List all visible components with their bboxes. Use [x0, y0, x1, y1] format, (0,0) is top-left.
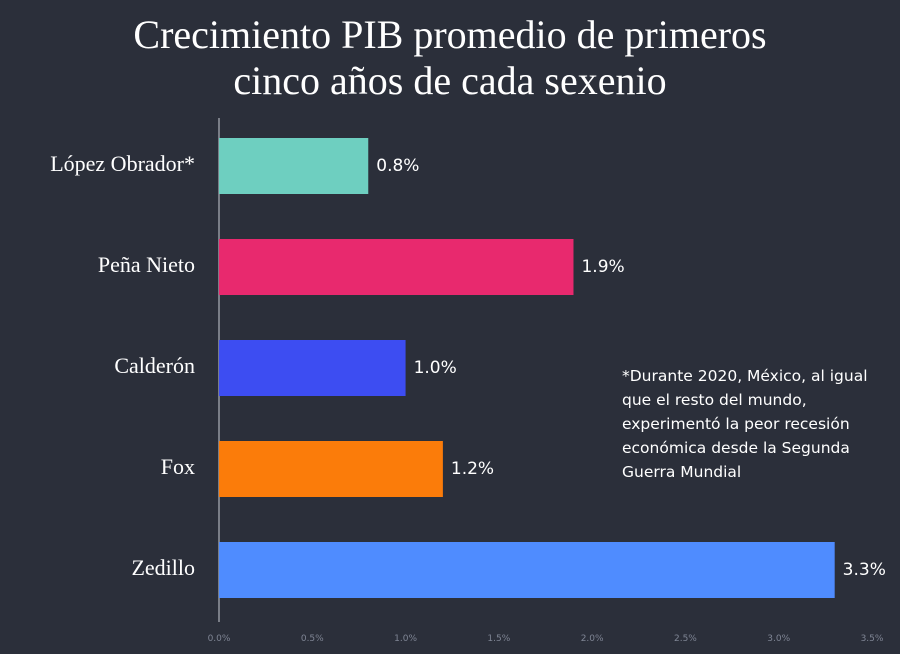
value-label-3: 1.2% [451, 459, 494, 479]
value-label-1: 1.9% [581, 257, 624, 277]
category-label-2: Calderón [114, 353, 195, 378]
x-tick-label-3: 1.5% [487, 634, 510, 644]
value-label-0: 0.8% [376, 156, 419, 176]
x-tick-label-7: 3.5% [861, 634, 884, 644]
bar-1 [219, 239, 574, 295]
chart-title: Crecimiento PIB promedio de primeros cin… [0, 12, 900, 104]
bar-3 [219, 441, 443, 497]
x-tick-label-6: 3.0% [767, 634, 790, 644]
x-tick-label-5: 2.5% [674, 634, 697, 644]
value-label-2: 1.0% [414, 358, 457, 378]
chart-title-line-1: Crecimiento PIB promedio de primeros [133, 12, 767, 57]
category-label-3: Fox [161, 454, 195, 479]
x-tick-label-4: 2.0% [581, 634, 604, 644]
bar-0 [219, 138, 369, 194]
category-label-4: Zedillo [131, 555, 195, 580]
bar-2 [219, 340, 406, 396]
category-label-0: López Obrador* [50, 151, 195, 176]
chart-annotation: *Durante 2020, México, al igual que el r… [622, 367, 868, 481]
category-label-1: Peña Nieto [98, 252, 195, 277]
x-tick-label-1: 0.5% [301, 634, 324, 644]
x-tick-label-2: 1.0% [394, 634, 417, 644]
x-tick-label-0: 0.0% [208, 634, 231, 644]
value-label-4: 3.3% [843, 560, 886, 580]
bar-4 [219, 542, 835, 598]
chart-title-line-2: cinco años de cada sexenio [233, 58, 667, 103]
